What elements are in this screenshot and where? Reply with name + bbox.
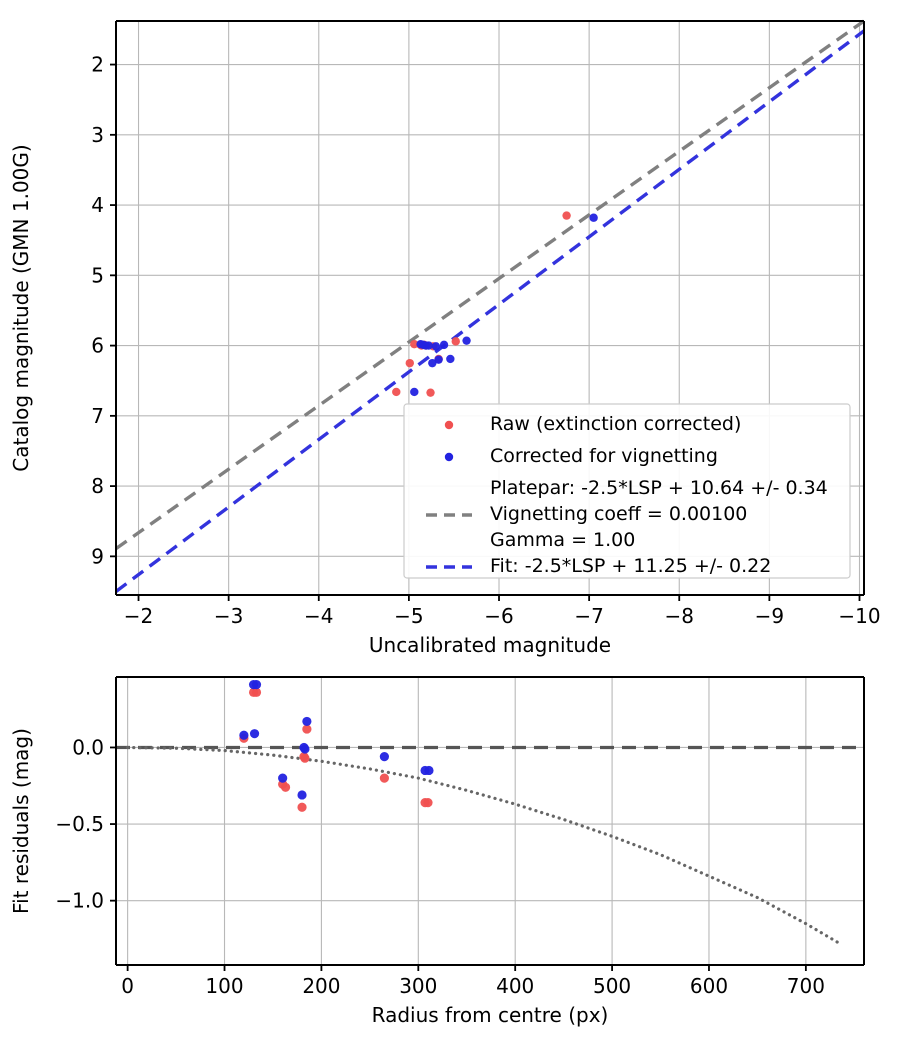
top-xaxis-label: Uncalibrated magnitude [369,633,611,657]
data-point [434,355,443,364]
data-point [424,765,434,776]
series-corrected [410,213,598,397]
legend-entry: Corrected for vignetting [444,445,718,467]
legend-entry: Fit: -2.5*LSP + 11.25 +/- 0.22 [426,555,771,577]
legend-label: Gamma = 1.00 [490,529,635,551]
legend-marker-dot [444,420,454,430]
legend-label: Corrected for vignetting [490,445,718,467]
ytick-label: 4 [91,193,104,217]
ytick-label: −1.0 [55,889,104,913]
data-point [451,337,460,346]
data-point [280,782,291,792]
bottom-yaxis-label: Fit residuals (mag) [9,728,33,914]
legend-label: Raw (extinction corrected) [490,413,741,435]
xtick-label: 600 [690,974,728,998]
top-ticks: −2 −3 −4 −5 −6 −7 −8 −9 −10 2 3 4 5 6 7 8 9 [91,53,880,628]
data-point [302,716,312,727]
data-point [424,341,433,350]
legend-marker-dot [444,452,454,462]
top-yaxis-label: Catalog magnitude (GMN 1.00G) [9,144,33,471]
data-point [379,773,389,783]
data-point [446,354,455,364]
platepar-line [115,19,865,551]
ytick-label: 2 [91,53,104,77]
data-point [300,744,310,754]
xtick-label: −7 [574,604,603,628]
xtick-label: −5 [394,604,423,628]
fit-line [114,29,866,593]
ytick-label: 8 [91,474,104,498]
xtick-label: −9 [755,604,784,628]
legend-label: Vignetting coeff = 0.00100 [490,503,747,525]
ytick-label: 5 [91,263,104,287]
data-point [297,802,307,812]
legend: Raw (extinction corrected) Corrected for … [403,403,851,579]
vignetting-model-curve [126,745,842,946]
top-spines [115,20,865,596]
data-point [439,340,449,350]
xtick-label: −3 [214,604,243,628]
bottom-axes: 0 100 200 300 400 500 600 700 0.0 −0.5 −1.0 Radius … [9,676,865,1027]
data-point [428,358,437,368]
legend-entry: Raw (extinction corrected) [444,413,741,435]
xtick-label: 500 [593,974,631,998]
ytick-label: 3 [91,123,104,147]
data-point [239,730,249,740]
xtick-label: 100 [205,974,243,998]
xtick-label: 300 [399,974,437,998]
legend-label: Fit: -2.5*LSP + 11.25 +/- 0.22 [490,555,771,577]
xtick-label: −6 [484,604,513,628]
data-point [405,358,414,368]
data-point [410,339,419,349]
top-scatter [392,211,598,397]
bottom-axes-background [116,677,864,965]
data-point [423,798,433,808]
data-point [251,687,262,697]
bottom-ticks: 0 100 200 300 400 500 600 700 0.0 −0.5 −1.0 [55,735,825,998]
series-corrected [239,680,434,800]
data-point [562,211,571,220]
data-point [392,387,401,397]
data-point [431,342,441,351]
top-fit-lines [114,19,866,593]
ytick-label: 6 [91,334,104,358]
bottom-grid [116,677,864,965]
xtick-label: −8 [665,604,694,628]
legend-label: Platepar: -2.5*LSP + 10.64 +/- 0.34 [490,477,828,499]
ytick-label: −0.5 [55,812,104,836]
top-axes: −2 −3 −4 −5 −6 −7 −8 −9 −10 2 3 4 5 6 7 8 9 Uncalibrated … [9,19,881,657]
data-point [379,752,389,762]
data-point [426,388,435,397]
series-raw [239,687,433,812]
xtick-label: 400 [496,974,534,998]
xtick-label: −10 [838,604,880,628]
data-point [302,724,312,734]
data-point [589,213,598,222]
xtick-label: −2 [124,604,153,628]
ytick-label: 7 [91,404,104,428]
xtick-label: 700 [787,974,825,998]
data-point [249,729,260,739]
ytick-label: 0.0 [72,735,104,759]
xtick-label: 200 [302,974,340,998]
bottom-xaxis-label: Radius from centre (px) [372,1003,609,1027]
xtick-label: −4 [304,604,333,628]
data-point [300,753,310,763]
bottom-spines [115,676,865,966]
legend-box [403,403,851,579]
ytick-label: 9 [91,544,104,568]
data-point [278,773,288,783]
legend-entry: Platepar: -2.5*LSP + 10.64 +/- 0.34 Vigne… [426,477,828,551]
xtick-label: 0 [121,974,134,998]
data-point [251,680,262,690]
data-point [410,387,419,397]
bottom-scatter [239,680,434,812]
data-point [297,790,307,800]
data-point [462,336,471,345]
